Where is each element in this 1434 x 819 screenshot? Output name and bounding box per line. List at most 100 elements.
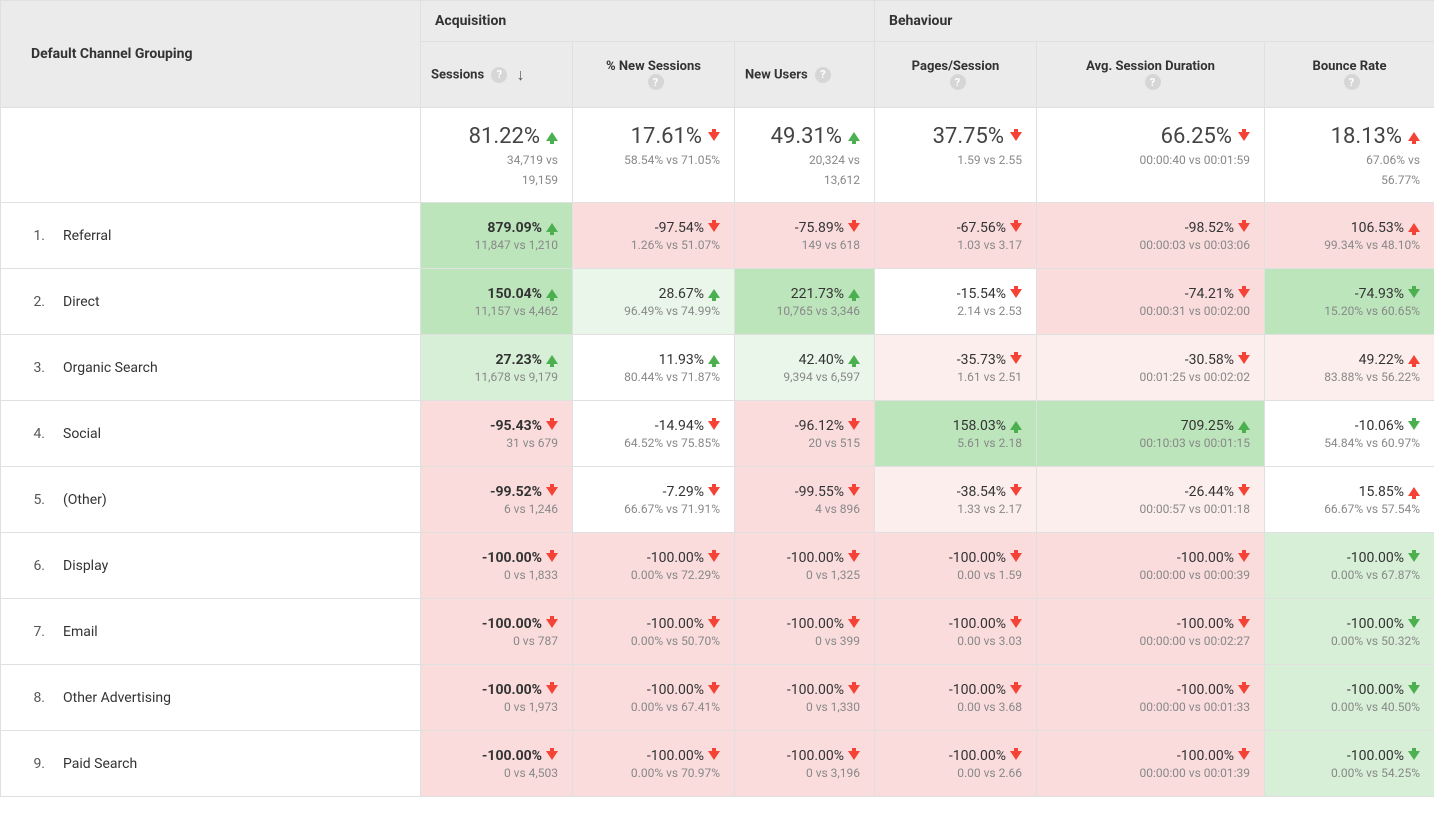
cell-bounce_rate: 15.85% 66.67% vs 57.54%: [1265, 467, 1434, 533]
metric-sessions-label: Sessions: [431, 67, 484, 82]
cell-avg_duration-pct: -100.00%: [1177, 748, 1234, 764]
cell-bounce_rate: 106.53% 99.34% vs 48.10%: [1265, 203, 1434, 269]
help-icon[interactable]: ?: [1344, 74, 1360, 90]
cell-pct_new_sessions: -97.54% 1.26% vs 51.07%: [573, 203, 735, 269]
help-icon[interactable]: ?: [815, 67, 831, 83]
arrow-up-icon: [1408, 355, 1420, 364]
cell-bounce_rate-pct: 106.53%: [1351, 220, 1404, 236]
dim-cell[interactable]: 8. Other Advertising: [1, 665, 421, 731]
help-icon[interactable]: ?: [648, 74, 664, 90]
cell-pages_session-pct: -38.54%: [957, 484, 1006, 500]
arrow-down-icon: [708, 223, 720, 232]
cell-pct_new_sessions-pct: 11.93%: [659, 352, 704, 368]
col-pages-session[interactable]: Pages/Session ?: [875, 42, 1037, 108]
cell-new_users-pct: -100.00%: [787, 550, 844, 566]
cell-avg_duration-pct: -74.21%: [1185, 286, 1234, 302]
arrow-down-icon: [1010, 289, 1022, 298]
help-icon[interactable]: ?: [950, 74, 966, 90]
arrow-down-icon: [848, 223, 860, 232]
help-icon[interactable]: ?: [491, 67, 507, 83]
cell-new_users: 221.73% 10,765 vs 3,346: [735, 269, 875, 335]
cell-new_users-sub: 0 vs 399: [815, 634, 860, 648]
arrow-down-icon: [1408, 421, 1420, 430]
cell-pages_session-sub: 1.33 vs 2.17: [957, 502, 1022, 516]
summary-pages_session-pct: 37.75%: [933, 124, 1004, 149]
sort-desc-icon: ↓: [517, 65, 525, 85]
table-row: 2. Direct 150.04% 11,157 vs 4,462 28.67%…: [1, 269, 1434, 335]
summary-avg_duration: 66.25% 00:00:40 vs 00:01:59: [1037, 108, 1265, 203]
summary-bounce_rate-pct: 18.13%: [1331, 124, 1402, 149]
col-dimension[interactable]: Default Channel Grouping: [1, 1, 421, 108]
cell-avg_duration: -26.44% 00:00:57 vs 00:01:18: [1037, 467, 1265, 533]
cell-sessions-sub: 0 vs 1,973: [504, 700, 558, 714]
help-icon[interactable]: ?: [1145, 74, 1161, 90]
cell-sessions-pct: -100.00%: [482, 748, 542, 764]
cell-bounce_rate: -100.00% 0.00% vs 54.25%: [1265, 731, 1434, 797]
cell-avg_duration-sub: 00:01:25 vs 00:02:02: [1140, 370, 1251, 384]
cell-avg_duration: -100.00% 00:00:00 vs 00:01:33: [1037, 665, 1265, 731]
summary-sessions: 81.22% 34,719 vs19,159: [421, 108, 573, 203]
cell-pct_new_sessions: -100.00% 0.00% vs 72.29%: [573, 533, 735, 599]
arrow-down-icon: [1408, 685, 1420, 694]
table-row: 4. Social -95.43% 31 vs 679 -14.94% 64.5…: [1, 401, 1434, 467]
cell-pages_session-pct: -67.56%: [957, 220, 1006, 236]
col-pct-new-sessions[interactable]: % New Sessions ?: [573, 42, 735, 108]
col-sessions[interactable]: Sessions ? ↓: [421, 42, 573, 108]
summary-row: 81.22% 34,719 vs19,159 17.61% 58.54% vs …: [1, 108, 1434, 203]
col-avg-duration[interactable]: Avg. Session Duration ?: [1037, 42, 1265, 108]
dim-cell[interactable]: 3. Organic Search: [1, 335, 421, 401]
cell-pages_session-pct: 158.03%: [953, 418, 1006, 434]
row-index: 8.: [31, 690, 45, 706]
cell-sessions: -99.52% 6 vs 1,246: [421, 467, 573, 533]
cell-new_users: -100.00% 0 vs 399: [735, 599, 875, 665]
summary-avg_duration-pct: 66.25%: [1161, 124, 1232, 149]
cell-pages_session: 158.03% 5.61 vs 2.18: [875, 401, 1037, 467]
cell-avg_duration: -100.00% 00:00:00 vs 00:00:39: [1037, 533, 1265, 599]
cell-avg_duration: 709.25% 00:10:03 vs 00:01:15: [1037, 401, 1265, 467]
cell-avg_duration-sub: 00:00:57 vs 00:01:18: [1140, 502, 1251, 516]
cell-pct_new_sessions: -100.00% 0.00% vs 50.70%: [573, 599, 735, 665]
cell-pages_session: -100.00% 0.00 vs 1.59: [875, 533, 1037, 599]
arrow-up-icon: [546, 132, 558, 141]
arrow-down-icon: [848, 751, 860, 760]
col-bounce-rate[interactable]: Bounce Rate ?: [1265, 42, 1434, 108]
cell-new_users: -100.00% 0 vs 3,196: [735, 731, 875, 797]
cell-pct_new_sessions-sub: 0.00% vs 72.29%: [631, 568, 720, 582]
col-group-behaviour: Behaviour: [875, 1, 1434, 42]
arrow-down-icon: [1010, 685, 1022, 694]
cell-new_users-pct: -96.12%: [795, 418, 844, 434]
dim-cell[interactable]: 1. Referral: [1, 203, 421, 269]
cell-pages_session: -67.56% 1.03 vs 3.17: [875, 203, 1037, 269]
dim-cell[interactable]: 5. (Other): [1, 467, 421, 533]
dim-cell[interactable]: 2. Direct: [1, 269, 421, 335]
arrow-down-icon: [546, 685, 558, 694]
dim-cell[interactable]: 6. Display: [1, 533, 421, 599]
cell-new_users: -96.12% 20 vs 515: [735, 401, 875, 467]
cell-bounce_rate-pct: -100.00%: [1347, 748, 1404, 764]
cell-pct_new_sessions-sub: 0.00% vs 67.41%: [631, 700, 720, 714]
arrow-up-icon: [546, 355, 558, 364]
cell-bounce_rate: -10.06% 54.84% vs 60.97%: [1265, 401, 1434, 467]
cell-bounce_rate-sub: 0.00% vs 67.87%: [1331, 568, 1420, 582]
arrow-up-icon: [708, 289, 720, 298]
group-acquisition-label: Acquisition: [435, 13, 506, 29]
arrow-down-icon: [1010, 132, 1022, 141]
dim-cell[interactable]: 7. Email: [1, 599, 421, 665]
cell-sessions-sub: 0 vs 4,503: [504, 766, 558, 780]
cell-new_users-pct: 42.40%: [799, 352, 844, 368]
cell-new_users-pct: -100.00%: [787, 616, 844, 632]
row-index: 6.: [31, 558, 45, 574]
cell-new_users-sub: 0 vs 1,330: [806, 700, 860, 714]
cell-sessions-pct: 879.09%: [487, 220, 542, 236]
arrow-down-icon: [708, 132, 720, 141]
cell-new_users-sub: 4 vs 896: [815, 502, 860, 516]
col-new-users[interactable]: New Users ?: [735, 42, 875, 108]
arrow-down-icon: [1408, 619, 1420, 628]
dim-cell[interactable]: 9. Paid Search: [1, 731, 421, 797]
dim-cell[interactable]: 4. Social: [1, 401, 421, 467]
row-index: 2.: [31, 294, 45, 310]
arrow-up-icon: [1408, 487, 1420, 496]
arrow-down-icon: [546, 619, 558, 628]
arrow-down-icon: [1408, 553, 1420, 562]
arrow-down-icon: [1238, 751, 1250, 760]
